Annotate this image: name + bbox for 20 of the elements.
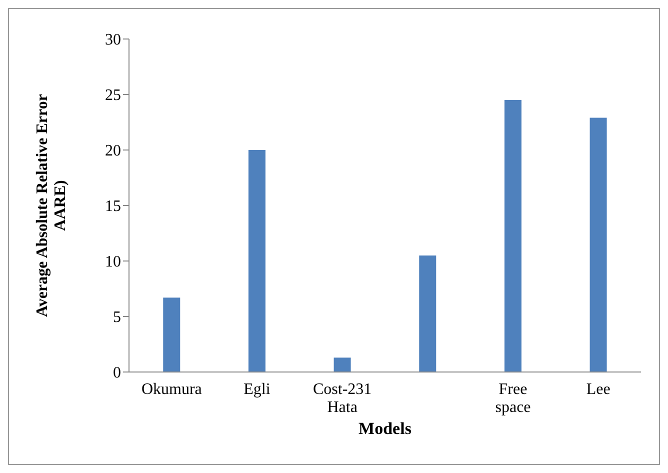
x-tick-label: Okumura bbox=[141, 381, 202, 398]
y-tick-label: 10 bbox=[105, 254, 121, 271]
bar bbox=[590, 118, 607, 372]
x-tick-label: Free space bbox=[495, 381, 531, 416]
x-axis-title: Models bbox=[358, 419, 412, 438]
bar bbox=[248, 150, 266, 372]
y-tick-label: 30 bbox=[105, 32, 121, 49]
y-tick-label: 5 bbox=[113, 309, 121, 326]
bar bbox=[504, 100, 522, 372]
y-tick-label: 0 bbox=[113, 364, 121, 382]
y-tick-label: 25 bbox=[105, 87, 121, 104]
y-tick-label: 20 bbox=[105, 142, 121, 160]
x-tick-label: Lee bbox=[586, 381, 610, 398]
y-tick-label: 15 bbox=[105, 198, 121, 216]
x-tick-label: Egli bbox=[244, 381, 271, 398]
y-axis-title: Average Absolute Relative Error AARE) bbox=[34, 94, 69, 317]
bar bbox=[419, 255, 436, 372]
x-tick-label: Cost-231 Hata bbox=[312, 381, 372, 416]
bar bbox=[163, 298, 180, 372]
bar bbox=[334, 358, 351, 372]
